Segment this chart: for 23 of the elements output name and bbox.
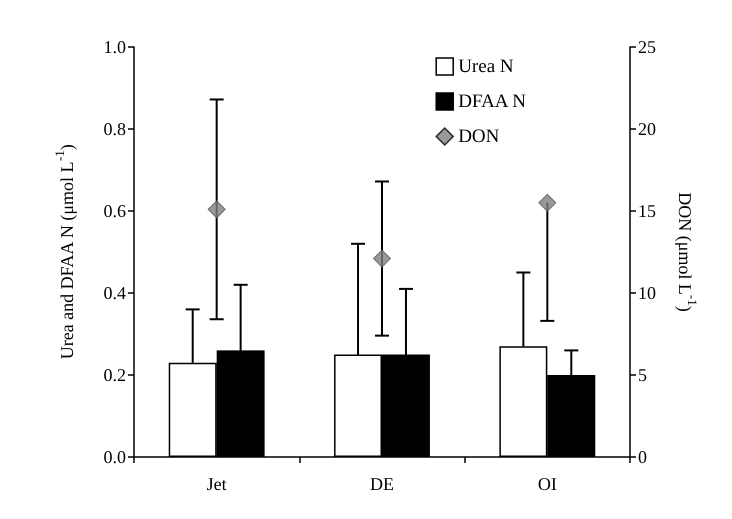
y2-axis-title: DON (μmol L-1) [675,192,700,312]
y-tick-label: 0.6 [104,201,126,221]
y2-tick-label: 20 [638,119,656,139]
y-axis-title: Urea and DFAA N (μmol L-1) [52,144,77,360]
y2-tick-label: 5 [638,365,647,385]
legend-label: DFAA N [458,91,526,112]
y-tick-label: 0.0 [104,447,126,467]
x-tick-label: Jet [206,474,227,494]
point [208,200,226,218]
legend-label: DON [458,126,500,147]
point [373,250,391,268]
x-tick-label: DE [370,474,394,494]
y2-tick-label: 10 [638,283,656,303]
x-tick-label: OI [538,474,557,494]
y2-tick-label: 15 [638,201,656,221]
y-tick-label: 0.8 [104,119,126,139]
y-tick-label: 0.2 [104,365,126,385]
y-tick-label: 0.4 [104,283,126,303]
y-tick-label: 1.0 [104,37,126,57]
y2-tick-label: 25 [638,37,656,57]
y2-tick-label: 0 [638,447,647,467]
legend-label: Urea N [458,56,514,77]
point [538,194,556,212]
